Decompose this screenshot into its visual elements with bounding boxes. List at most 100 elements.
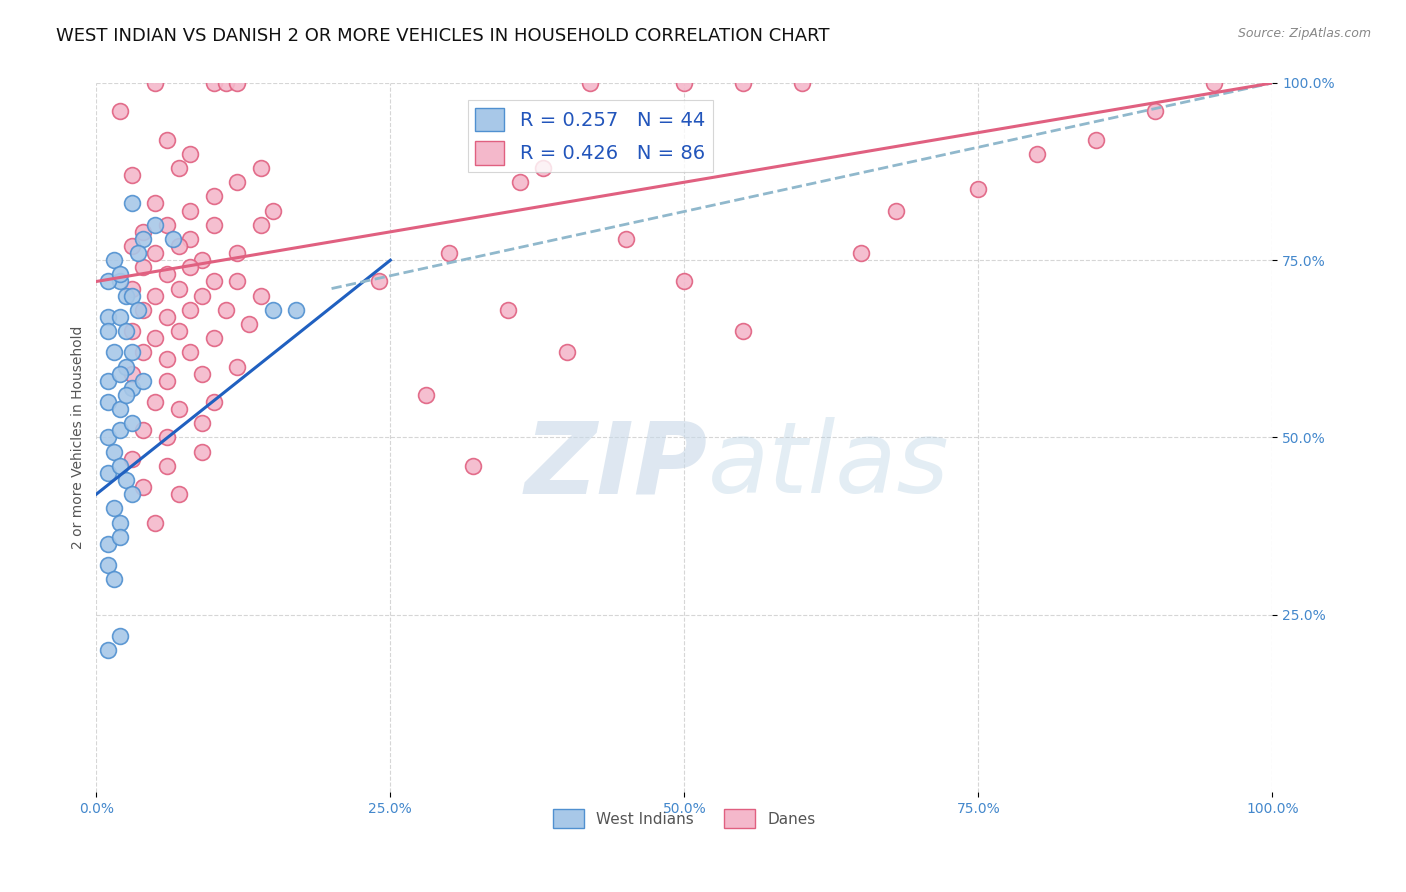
- Point: [132, 225, 155, 239]
- Point: [121, 324, 143, 338]
- Point: [884, 203, 907, 218]
- Point: [108, 629, 131, 643]
- Point: [108, 367, 131, 381]
- Point: [415, 388, 437, 402]
- Point: [167, 324, 190, 338]
- Point: [496, 302, 519, 317]
- Point: [614, 232, 637, 246]
- Point: [285, 302, 308, 317]
- Point: [673, 76, 696, 90]
- Point: [1085, 133, 1108, 147]
- Point: [108, 423, 131, 437]
- Point: [733, 324, 755, 338]
- Point: [108, 530, 131, 544]
- Point: [579, 76, 602, 90]
- Point: [108, 268, 131, 282]
- Point: [167, 402, 190, 417]
- Point: [121, 196, 143, 211]
- Point: [156, 352, 179, 367]
- Point: [1026, 146, 1049, 161]
- Point: [143, 246, 166, 260]
- Point: [103, 345, 125, 359]
- Point: [97, 275, 120, 289]
- Point: [673, 275, 696, 289]
- Point: [191, 444, 214, 458]
- Point: [531, 161, 554, 175]
- Point: [97, 374, 120, 388]
- Point: [97, 466, 120, 480]
- Point: [121, 451, 143, 466]
- Point: [191, 288, 214, 302]
- Point: [967, 182, 990, 196]
- Point: [179, 232, 201, 246]
- Point: [132, 232, 155, 246]
- Point: [97, 324, 120, 338]
- Point: [156, 268, 179, 282]
- Point: [461, 458, 484, 473]
- Point: [202, 275, 225, 289]
- Point: [114, 388, 136, 402]
- Point: [238, 317, 260, 331]
- Point: [167, 239, 190, 253]
- Point: [250, 161, 273, 175]
- Point: [132, 345, 155, 359]
- Point: [121, 281, 143, 295]
- Point: [103, 444, 125, 458]
- Point: [121, 381, 143, 395]
- Point: [202, 76, 225, 90]
- Point: [108, 402, 131, 417]
- Point: [143, 331, 166, 345]
- Point: [167, 487, 190, 501]
- Point: [121, 345, 143, 359]
- Point: [226, 246, 249, 260]
- Point: [262, 203, 284, 218]
- Point: [97, 643, 120, 657]
- Point: [250, 288, 273, 302]
- Point: [97, 395, 120, 409]
- Point: [202, 189, 225, 203]
- Text: WEST INDIAN VS DANISH 2 OR MORE VEHICLES IN HOUSEHOLD CORRELATION CHART: WEST INDIAN VS DANISH 2 OR MORE VEHICLES…: [56, 27, 830, 45]
- Point: [143, 76, 166, 90]
- Point: [143, 395, 166, 409]
- Point: [167, 281, 190, 295]
- Point: [121, 367, 143, 381]
- Text: ZIP: ZIP: [524, 417, 707, 515]
- Point: [179, 302, 201, 317]
- Point: [555, 345, 578, 359]
- Point: [156, 458, 179, 473]
- Point: [97, 558, 120, 572]
- Point: [215, 76, 238, 90]
- Point: [108, 516, 131, 530]
- Point: [143, 516, 166, 530]
- Point: [202, 395, 225, 409]
- Point: [191, 417, 214, 431]
- Point: [1143, 104, 1166, 119]
- Point: [156, 374, 179, 388]
- Point: [114, 359, 136, 374]
- Point: [191, 253, 214, 268]
- Point: [103, 572, 125, 586]
- Point: [103, 501, 125, 516]
- Point: [114, 324, 136, 338]
- Point: [108, 104, 131, 119]
- Point: [108, 458, 131, 473]
- Point: [215, 302, 238, 317]
- Point: [156, 430, 179, 444]
- Point: [132, 480, 155, 494]
- Point: [156, 310, 179, 324]
- Point: [97, 537, 120, 551]
- Point: [849, 246, 872, 260]
- Point: [226, 359, 249, 374]
- Point: [733, 76, 755, 90]
- Text: atlas: atlas: [707, 417, 949, 515]
- Point: [121, 288, 143, 302]
- Y-axis label: 2 or more Vehicles in Household: 2 or more Vehicles in Household: [72, 326, 86, 549]
- Point: [226, 275, 249, 289]
- Point: [226, 76, 249, 90]
- Point: [262, 302, 284, 317]
- Point: [156, 218, 179, 232]
- Point: [509, 175, 531, 189]
- Point: [103, 253, 125, 268]
- Point: [179, 146, 201, 161]
- Point: [156, 133, 179, 147]
